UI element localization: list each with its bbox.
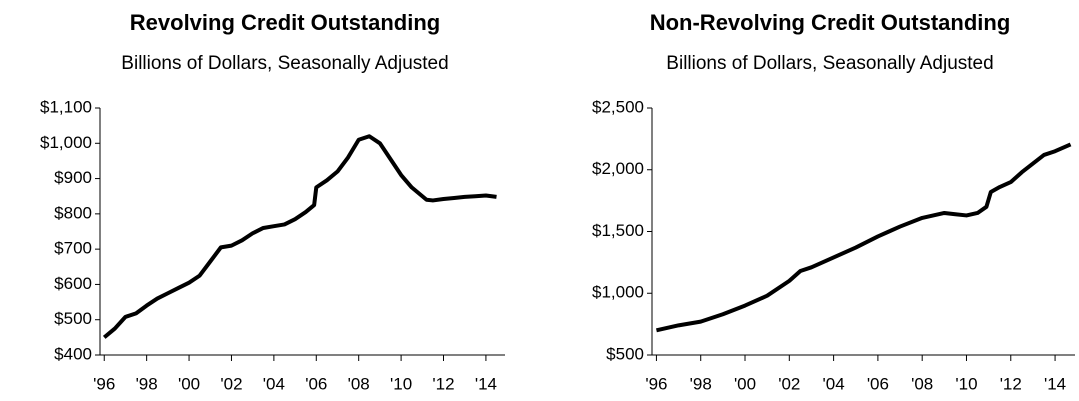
x-tick-label: '96: [645, 374, 667, 393]
chart-subtitle: Billions of Dollars, Seasonally Adjusted: [121, 53, 448, 74]
chart-title: Non-Revolving Credit Outstanding: [650, 10, 1011, 35]
x-tick-label: '08: [911, 374, 933, 393]
chart-title: Revolving Credit Outstanding: [130, 10, 440, 35]
y-tick-label: $1,500: [592, 221, 644, 240]
y-tick-label: $600: [54, 274, 92, 293]
x-tick-label: '10: [955, 374, 977, 393]
y-tick-label: $700: [54, 239, 92, 258]
line-series: [102, 134, 497, 339]
y-tick-label: $1,000: [40, 133, 92, 152]
y-tick-label: $800: [54, 203, 92, 222]
x-tick-label: '06: [305, 374, 327, 393]
chart-subtitle: Billions of Dollars, Seasonally Adjusted: [666, 53, 993, 74]
y-tick-label: $500: [54, 309, 92, 328]
x-tick-label: '00: [178, 374, 200, 393]
x-tick-label: '10: [390, 374, 412, 393]
x-tick-label: '02: [220, 374, 242, 393]
x-tick-label: '12: [1000, 374, 1022, 393]
x-tick-label: '04: [263, 374, 285, 393]
x-tick-label: '00: [734, 374, 756, 393]
x-tick-label: '98: [690, 374, 712, 393]
y-tick-label: $2,500: [592, 97, 644, 116]
x-tick-label: '96: [93, 374, 115, 393]
x-tick-label: '02: [778, 374, 800, 393]
y-tick-label: $400: [54, 344, 92, 363]
y-tick-label: $1,100: [40, 97, 92, 116]
y-tick-label: $2,000: [592, 159, 644, 178]
y-tick-label: $500: [606, 344, 644, 363]
x-tick-label: '12: [432, 374, 454, 393]
y-tick-label: $900: [54, 168, 92, 187]
x-tick-label: '06: [867, 374, 889, 393]
x-tick-label: '14: [1044, 374, 1066, 393]
x-tick-label: '04: [823, 374, 845, 393]
x-tick-label: '98: [136, 374, 158, 393]
line-series: [655, 142, 1072, 333]
x-tick-label: '14: [475, 374, 497, 393]
x-tick-label: '08: [348, 374, 370, 393]
y-tick-label: $1,000: [592, 283, 644, 302]
